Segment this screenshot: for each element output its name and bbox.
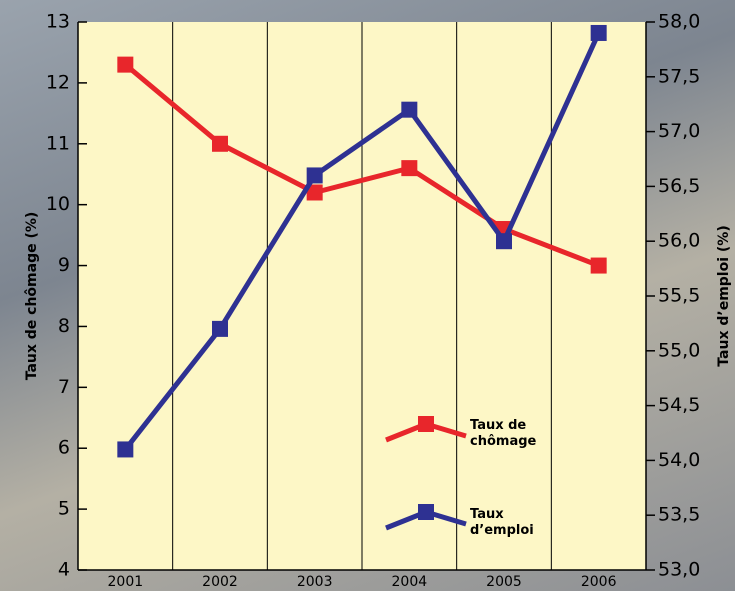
y2-tick-label: 54,0: [658, 449, 700, 471]
y-tick-label: 10: [46, 193, 70, 215]
data-point: [401, 101, 418, 118]
series-line: [123, 62, 600, 268]
y-tick-label: 13: [46, 11, 70, 33]
y2-tick-label: 57,0: [658, 120, 700, 142]
x-tick-label: 2003: [297, 574, 333, 590]
data-point: [212, 135, 228, 152]
x-tick-label: 2005: [486, 574, 522, 590]
y-tick-label: 4: [58, 559, 70, 581]
legend-swatch: [418, 504, 434, 520]
x-tick-label: 2004: [392, 574, 428, 590]
legend-label: Taux de chômage: [470, 418, 537, 449]
data-point: [306, 184, 323, 201]
y-tick-label: 6: [58, 437, 70, 459]
y2-tick-label: 54,5: [658, 394, 700, 416]
y2-tick-label: 55,5: [658, 285, 700, 307]
y-tick-label: 11: [46, 132, 70, 154]
y-tick-label: 12: [46, 71, 70, 93]
data-point: [306, 167, 323, 184]
y2-tick-label: 53,5: [658, 504, 700, 526]
x-tick-label: 2001: [108, 574, 144, 590]
y2-tick-label: 57,5: [658, 65, 700, 87]
y2-axis-label: Taux d’emploi (%): [716, 225, 732, 366]
data-point: [590, 24, 607, 41]
y2-tick-label: 55,0: [658, 339, 700, 361]
series-line: [123, 31, 601, 451]
y2-tick-label: 53,0: [658, 559, 700, 581]
y2-tick-label: 56,0: [658, 230, 700, 252]
x-tick-label: 2002: [202, 574, 238, 590]
legend-label: Taux d’emploi: [470, 507, 534, 538]
y-tick-label: 8: [58, 315, 70, 337]
y2-tick-label: 56,5: [658, 175, 700, 197]
data-point: [212, 320, 228, 337]
data-point: [401, 160, 418, 177]
data-point: [117, 56, 134, 73]
data-point: [117, 441, 134, 458]
data-point: [496, 233, 512, 250]
y-tick-label: 7: [58, 376, 70, 398]
legend-swatch: [418, 416, 434, 432]
y-axis-label: Taux de chômage (%): [24, 212, 40, 381]
y-tick-label: 9: [58, 254, 70, 276]
data-point: [590, 257, 607, 274]
y2-tick-label: 58,0: [658, 11, 700, 33]
x-tick-label: 2006: [581, 574, 617, 590]
y-tick-label: 5: [58, 498, 70, 520]
